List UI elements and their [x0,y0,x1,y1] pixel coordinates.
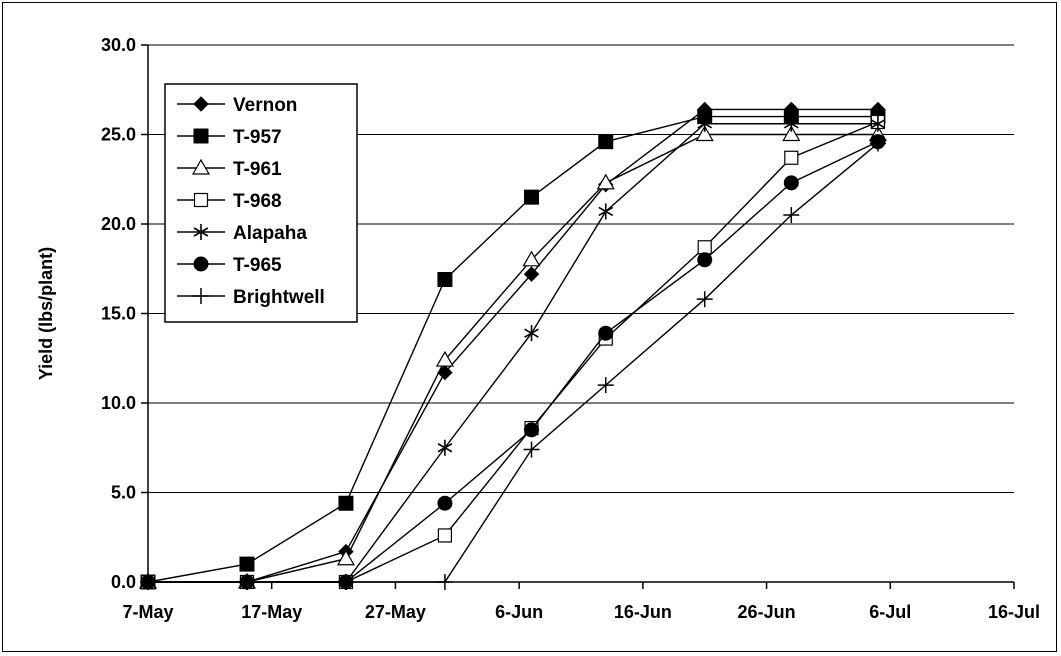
legend-label: Brightwell [233,287,325,308]
data-point [239,556,255,572]
legend: Vernon T-957 T-961 T-968 Alapaha T-965 Brightw… [164,83,358,323]
x-tick-label: 6-Jul [869,602,911,622]
data-point [437,528,453,543]
y-tick-label: 0.0 [111,572,136,592]
y-tick-labels: 0.0 5.0 10.0 15.0 20.0 25.0 30.0 [101,35,136,592]
data-point [238,574,255,590]
series-brightwell [140,135,886,590]
x-tick-label: 7-May [122,602,173,622]
legend-label: T-965 [233,255,282,276]
x-tick-label: 26-Jun [738,602,796,622]
data-point [524,325,539,342]
data-point [436,574,453,590]
x-tick-label: 17-May [241,602,302,622]
legend-entry: T-957 [177,127,282,148]
data-point [338,495,354,511]
data-point [524,422,540,438]
legend-entry: T-961 [177,158,282,180]
open-triangle-marker [191,158,211,175]
data-point [437,495,453,511]
data-point [435,350,454,367]
star-stroke [437,443,453,453]
data-point [697,252,713,268]
y-tick-label: 10.0 [101,393,136,413]
legend-entry: Alapaha [177,223,307,244]
data-point [523,266,540,282]
data-point [524,189,540,205]
data-point [337,574,354,590]
x-tick-label: 16-Jul [988,602,1040,622]
data-point [783,207,800,224]
y-tick-label: 25.0 [101,125,136,145]
star-stroke [870,119,886,129]
star-stroke [598,206,614,217]
open-square-marker [193,192,209,208]
legend-label: Alapaha [233,223,307,244]
data-point [598,203,614,220]
legend-label: T-968 [233,191,282,212]
data-point [870,115,886,132]
data-point [598,134,614,150]
legend-label: Vernon [233,95,297,116]
legend-entry: Vernon [177,95,297,116]
x-tick-label: 16-Jun [614,602,672,622]
data-point [597,377,614,394]
x-tick-label: 27-May [365,602,426,622]
y-tick-label: 5.0 [111,483,136,503]
diamond-marker [193,96,209,112]
data-point [598,325,614,341]
square-marker [193,128,209,144]
data-point [336,549,355,566]
data-point [697,115,713,132]
data-point [523,441,540,458]
data-point [437,439,453,456]
data-point [782,125,801,142]
data-point [697,240,712,255]
legend-label: T-957 [233,127,282,148]
data-point [783,175,799,191]
star-stroke [524,328,539,338]
x-tick-label: 6-Jun [495,602,543,622]
data-point [783,115,799,132]
data-point [869,135,886,152]
star-marker [193,224,209,240]
y-tick-label: 15.0 [101,304,136,324]
data-point [140,574,156,590]
y-axis-title: Yield (lbs/plant) [36,247,56,380]
data-point [696,291,713,308]
data-point [596,173,615,190]
circle-marker [193,256,209,272]
legend-entry: Brightwell [177,287,325,308]
legend-label: T-961 [233,159,282,180]
data-point [695,125,714,142]
plus-marker [193,288,209,304]
series-layer [138,101,887,590]
star-stroke [783,119,799,129]
star-stroke [697,119,713,129]
y-tick-label: 20.0 [101,214,136,234]
data-point [437,271,453,287]
data-point [784,150,799,165]
legend-entry: T-965 [177,255,282,276]
legend-entry: T-968 [177,191,282,212]
y-tick-label: 30.0 [101,35,136,55]
star-stroke [193,227,209,237]
data-point [522,250,541,267]
x-tick-labels: 7-May 17-May 27-May 6-Jun 16-Jun 26-Jun 6-Jul 1… [122,602,1040,622]
